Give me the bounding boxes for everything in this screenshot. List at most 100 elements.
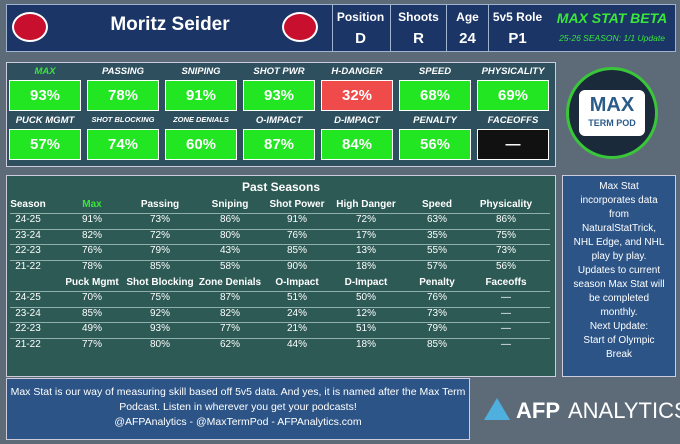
side-note-line: Max Stat [599, 181, 639, 192]
header-bar [6, 4, 676, 52]
tile-label: PENALTY [413, 115, 457, 126]
field-label: Shoots [398, 10, 439, 24]
side-note-line: season Max Stat will [573, 279, 665, 290]
column-header: Speed [421, 199, 452, 210]
table-cell: 18% [355, 260, 376, 272]
table-cell: 72% [149, 229, 170, 241]
tile-label: MAX [34, 66, 56, 77]
field-value: D [355, 30, 366, 47]
table-cell: 21-22 [15, 260, 41, 272]
tile-value: 69% [477, 80, 549, 111]
logo-bottom: TERM POD [588, 118, 636, 128]
table-cell: 90% [286, 260, 307, 272]
footer-line: Podcast. Listen in wherever you get your… [119, 401, 357, 413]
tile-label: PHYSICALITY [481, 66, 545, 77]
table-cell: 79% [426, 323, 447, 334]
table-cell: 82% [81, 229, 102, 241]
table-cell: 63% [426, 214, 447, 225]
table-cell: 79% [149, 245, 170, 256]
table-cell: 72% [355, 214, 376, 225]
tile-value: 57% [9, 129, 81, 160]
tile-label: PUCK MGMT [15, 115, 75, 126]
side-note-line: from [609, 209, 629, 220]
tile-value: 60% [165, 129, 237, 160]
table-cell: 23-24 [15, 307, 41, 319]
column-header: Season [10, 199, 46, 210]
table-cell: 85% [81, 307, 102, 319]
table-cell: 51% [286, 292, 307, 303]
column-header: D-Impact [344, 277, 388, 288]
team-logo [12, 12, 48, 42]
table-cell: 73% [495, 245, 516, 256]
row-line [10, 322, 550, 323]
table-cell: — [501, 307, 511, 319]
column-header: Max [82, 199, 102, 210]
field-box: Shoots R [390, 5, 446, 51]
field-label: Position [336, 10, 385, 24]
table-cell: 58% [219, 260, 240, 272]
tile-label: PASSING [101, 66, 145, 77]
column-header: Shot Blocking [126, 277, 194, 288]
afp-bold: AFP [516, 398, 560, 423]
table-cell: 86% [495, 214, 516, 225]
table-cell: 57% [426, 260, 447, 272]
table-cell: 24-25 [15, 292, 41, 303]
tile-label: SPEED [418, 66, 452, 77]
tile-label: SNIPING [181, 66, 221, 77]
tile-label: SHOT PWR [253, 66, 305, 77]
table-cell: 78% [81, 260, 102, 272]
row-line [10, 228, 550, 230]
table-cell: 43% [219, 245, 240, 256]
table-cell: 86% [219, 214, 240, 225]
table-cell: 51% [355, 323, 376, 334]
table-cell: 91% [286, 214, 307, 225]
table-cell: 17% [355, 229, 376, 241]
row-line [10, 337, 550, 339]
table-cell: 13% [355, 245, 376, 256]
table-cell: 77% [219, 323, 240, 334]
table-cell: 76% [81, 245, 102, 256]
tile-label: FACEOFFS [487, 115, 539, 126]
field-label: 5v5 Role [492, 10, 543, 24]
row-line [10, 213, 550, 214]
row-line [10, 244, 550, 245]
table-cell: 50% [355, 292, 376, 303]
column-header: Physicality [479, 199, 533, 210]
table-cell: 23-24 [15, 229, 41, 241]
table-cell: 85% [286, 245, 307, 256]
table-cell: — [501, 338, 511, 350]
table-cell: 80% [219, 229, 240, 241]
side-note-line: play by play. [591, 251, 647, 262]
afp-icon [484, 398, 510, 420]
table-cell: 35% [426, 229, 447, 241]
field-box: 5v5 Role P1 [488, 5, 546, 51]
table-cell: 76% [286, 229, 307, 241]
table-cell: — [501, 292, 511, 303]
podcast-logo-inner: MAX TERM POD [579, 90, 645, 136]
column-header: O-Impact [275, 277, 319, 288]
column-header: High Danger [336, 199, 396, 210]
table-cell: — [501, 323, 511, 334]
side-note-line: be completed [588, 293, 650, 304]
tile-value: 93% [243, 80, 315, 111]
side-note-line: Next Update: [589, 321, 649, 332]
logo-top: MAX [589, 94, 635, 116]
side-note-line: Updates to current [577, 265, 661, 276]
field-box: Age 24 [446, 5, 488, 51]
brand-title: MAX STAT BETA [556, 10, 668, 26]
tile-label: ZONE DENIALS [173, 115, 229, 124]
tile-value: 84% [321, 129, 393, 160]
column-header: Puck Mgmt [65, 277, 119, 288]
field-box: Position D [332, 5, 388, 51]
tile-value: 74% [87, 129, 159, 160]
table-cell: 21-22 [15, 338, 41, 350]
side-panel [562, 175, 676, 377]
tile-value: 68% [399, 80, 471, 111]
table-cell: 73% [149, 214, 170, 225]
table-cell: 21% [286, 323, 307, 334]
row-line [10, 291, 550, 292]
table-cell: 22-23 [15, 323, 41, 334]
side-note-line: Break [605, 349, 633, 360]
table-cell: 76% [426, 292, 447, 303]
